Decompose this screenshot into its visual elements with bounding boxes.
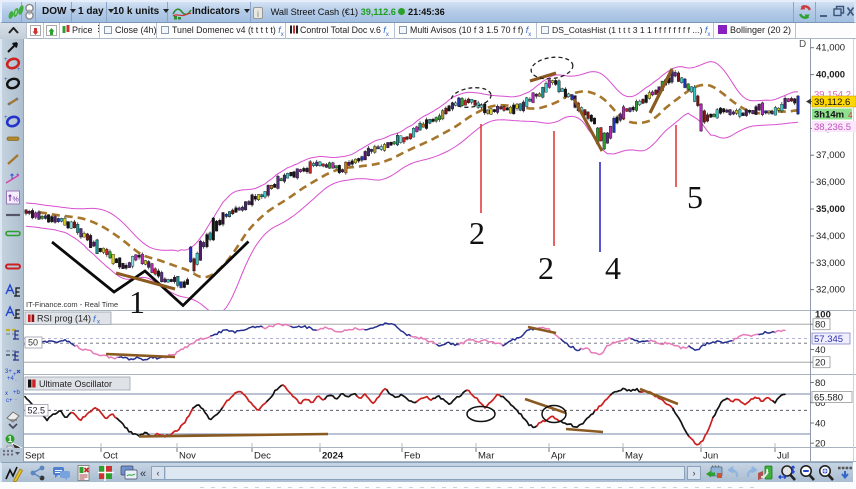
svg-text:65.580: 65.580 (814, 393, 843, 404)
svg-text:x: x (97, 320, 100, 326)
svg-text:Ultimate Oscillator: Ultimate Oscillator (39, 379, 112, 389)
svg-text:40,000: 40,000 (816, 70, 845, 81)
svg-text:3+: 3+ (5, 369, 12, 375)
svg-text:35,000: 35,000 (816, 204, 845, 215)
svg-text:57.345: 57.345 (814, 334, 843, 345)
svg-text:x: x (5, 391, 8, 397)
svg-text:RSI prog (14): RSI prog (14) (37, 314, 91, 324)
svg-text:4: 4 (605, 250, 621, 286)
svg-text:f: f (93, 314, 97, 324)
svg-text:80: 80 (815, 378, 826, 389)
svg-text:2024: 2024 (322, 451, 344, 462)
svg-text:4: 4 (848, 111, 853, 120)
svg-text:1: 1 (8, 435, 13, 444)
svg-text:Sept: Sept (25, 451, 45, 462)
svg-text:33,000: 33,000 (816, 258, 845, 269)
svg-text:2: 2 (469, 215, 485, 251)
svg-text:+b: +b (13, 390, 21, 396)
svg-text:Jul: Jul (777, 451, 789, 462)
svg-text:Jun: Jun (703, 451, 718, 462)
svg-text:40: 40 (815, 419, 826, 430)
svg-text:100: 100 (815, 310, 831, 321)
svg-text:32,000: 32,000 (816, 285, 845, 296)
svg-text:·: · (15, 378, 17, 384)
svg-text:Oct: Oct (103, 451, 118, 462)
svg-text:34,000: 34,000 (816, 231, 845, 242)
svg-text:Mar: Mar (478, 451, 494, 462)
svg-text:IT-Finance.com - Real Time: IT-Finance.com - Real Time (26, 300, 118, 309)
svg-text:1: 1 (129, 284, 145, 320)
svg-text:3h14m: 3h14m (814, 109, 844, 120)
svg-text:Feb: Feb (404, 451, 420, 462)
svg-text:+4: +4 (7, 376, 15, 382)
svg-text:Dec: Dec (254, 451, 271, 462)
svg-text:c+: c+ (6, 398, 13, 404)
svg-text:37,000: 37,000 (816, 150, 845, 161)
svg-text:50: 50 (28, 338, 38, 348)
svg-text:+: + (4, 115, 8, 121)
svg-text:38,236.5: 38,236.5 (814, 122, 851, 133)
svg-text:Apr: Apr (551, 451, 566, 462)
svg-text:+: + (4, 57, 8, 63)
svg-text:60: 60 (815, 398, 826, 409)
svg-text:40: 40 (815, 345, 826, 356)
svg-text:80: 80 (815, 320, 826, 331)
svg-text:5: 5 (687, 179, 703, 215)
svg-text:39,112.6: 39,112.6 (814, 97, 850, 108)
svg-text:D: D (799, 39, 806, 50)
svg-text:52.5: 52.5 (28, 406, 46, 416)
svg-text:May: May (625, 451, 643, 462)
svg-text:Nov: Nov (179, 451, 196, 462)
svg-text:+: + (17, 67, 21, 72)
svg-text:%: % (13, 197, 19, 204)
svg-text:·: · (15, 397, 17, 403)
svg-text:39,154.2: 39,154.2 (814, 90, 851, 101)
svg-text:+: + (16, 172, 19, 178)
svg-text:41,000: 41,000 (816, 43, 845, 54)
svg-text:+: + (4, 77, 8, 83)
svg-text:20: 20 (815, 439, 826, 450)
svg-text:20: 20 (815, 358, 826, 369)
svg-text:+: + (13, 372, 17, 378)
svg-text:2: 2 (538, 250, 554, 286)
svg-text:36,000: 36,000 (816, 177, 845, 188)
